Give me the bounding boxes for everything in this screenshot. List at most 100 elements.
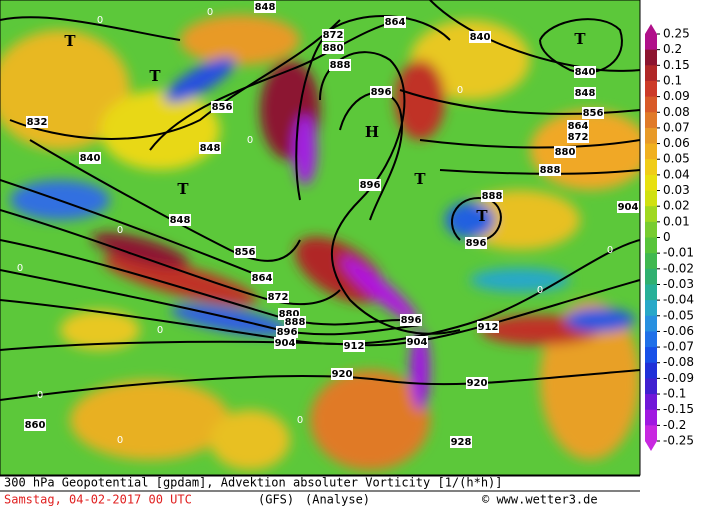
colorbar-tick-label: 0.06 <box>663 136 690 150</box>
colorbar-segment <box>645 34 657 51</box>
colorbar-segment <box>645 253 657 270</box>
colorbar-segment <box>645 362 657 379</box>
contour-label: 864 <box>252 273 273 284</box>
colorbar-tick-label: 0.15 <box>663 58 690 72</box>
contour-label: 840 <box>575 67 596 78</box>
contour-label-bg <box>567 120 589 132</box>
contour-label-bg <box>276 326 298 338</box>
contour-label: 848 <box>170 215 191 226</box>
contour-label: 912 <box>478 322 499 333</box>
pressure-center: T <box>149 67 161 85</box>
pressure-center: T <box>476 207 488 225</box>
zero-contour-label: 0 <box>157 325 163 336</box>
colorbar-segment <box>645 159 657 176</box>
contour-label: 896 <box>466 238 487 249</box>
contour-label-bg <box>450 436 472 448</box>
contour-label-bg <box>24 419 46 431</box>
colorbar-tick-label: -0.04 <box>663 293 694 307</box>
zero-contour-label: 0 <box>537 285 543 296</box>
colorbar-segment <box>645 127 657 145</box>
colorbar-tick-label: -0.2 <box>663 418 686 432</box>
footer-run: (Analyse) <box>305 493 370 507</box>
contour-label: 856 <box>583 108 604 119</box>
colorbar-segment <box>645 190 657 207</box>
contour-label-bg <box>329 59 351 71</box>
pressure-center: T <box>177 180 189 198</box>
colorbar-segment <box>645 425 657 442</box>
zero-contour-label: 0 <box>97 15 103 26</box>
colorbar-tick-label: 0.08 <box>663 105 690 119</box>
colorbar-tick-label: -0.07 <box>663 340 694 354</box>
colorbar-tick-label: 0.02 <box>663 199 690 213</box>
contour-label: 856 <box>212 102 233 113</box>
colorbar-segment <box>645 394 657 411</box>
colorbar-segment <box>645 112 657 129</box>
contour-label: 888 <box>482 191 503 202</box>
colorbar-tick-label: 0.04 <box>663 167 690 181</box>
colorbar-tick-label: 0.25 <box>663 27 690 41</box>
contour-label-bg <box>331 368 353 380</box>
contour-label-bg <box>539 164 561 176</box>
contour-label: 888 <box>330 60 351 71</box>
contour-label: 872 <box>268 292 289 303</box>
footer-model: (GFS) <box>258 493 294 507</box>
contour-label-bg <box>169 214 191 226</box>
colorbar-segment <box>645 96 657 113</box>
colorbar-segment <box>645 409 657 426</box>
contour-label-bg <box>582 107 604 119</box>
colorbar-tick-label: 0.2 <box>663 42 682 56</box>
colorbar-tick-label: 0.01 <box>663 214 690 228</box>
pressure-center: H <box>365 123 379 141</box>
contour-label: 848 <box>200 143 221 154</box>
contour-label: 840 <box>80 153 101 164</box>
colorbar-tick-label: -0.1 <box>663 387 686 401</box>
contour-label: 896 <box>401 315 422 326</box>
footer-credit: © www.wetter3.de <box>482 493 598 507</box>
contour-label: 856 <box>235 247 256 258</box>
contour-label: 920 <box>467 378 488 389</box>
map-field <box>0 0 640 475</box>
colorbar-cap-bottom <box>645 441 657 451</box>
contour-label-bg <box>322 42 344 54</box>
contour-label: 872 <box>323 30 344 41</box>
zero-contour-label: 0 <box>247 135 253 146</box>
colorbar-segment <box>645 49 657 66</box>
contour-label-bg <box>400 314 422 326</box>
contour-label: 912 <box>344 341 365 352</box>
colorbar-segment <box>645 268 657 285</box>
footer-title: 300 hPa Geopotential [gpdam], Advektion … <box>4 476 503 490</box>
contour-label-bg <box>477 321 499 333</box>
contour-label: 880 <box>279 309 300 320</box>
contour-label: 904 <box>407 337 428 348</box>
pressure-center: T <box>414 170 426 188</box>
colorbar-segment <box>645 347 657 364</box>
contour-label: 864 <box>385 17 406 28</box>
zero-contour-label: 0 <box>297 415 303 426</box>
colorbar-tick-label: -0.15 <box>663 402 694 416</box>
contour-label: 888 <box>540 165 561 176</box>
colorbar-tick-label: -0.05 <box>663 308 694 322</box>
contour-label: 904 <box>275 338 296 349</box>
zero-contour-label: 0 <box>117 225 123 236</box>
colorbar-tick-label: 0.1 <box>663 73 682 87</box>
contour-label: 840 <box>470 32 491 43</box>
contour-label: 888 <box>285 317 306 328</box>
contour-label: 928 <box>451 437 472 448</box>
colorbar-tick-label: -0.01 <box>663 246 694 260</box>
colorbar-segment <box>645 378 657 395</box>
pressure-center: T <box>64 32 76 50</box>
colorbar-tick-label: 0.05 <box>663 152 690 166</box>
colorbar-cap-top <box>645 24 657 34</box>
contour-label-bg <box>26 116 48 128</box>
colorbar-segment <box>645 315 657 332</box>
contour-label: 848 <box>575 88 596 99</box>
colorbar-segment <box>645 331 657 348</box>
contour-label-bg <box>284 316 306 328</box>
colorbar-tick-label: -0.03 <box>663 277 694 291</box>
contour-label: 880 <box>323 43 344 54</box>
contour-label-bg <box>274 337 296 349</box>
contour-label-bg <box>554 146 576 158</box>
colorbar-tick-label: -0.06 <box>663 324 694 338</box>
colorbar-tick-label: -0.25 <box>663 434 694 448</box>
